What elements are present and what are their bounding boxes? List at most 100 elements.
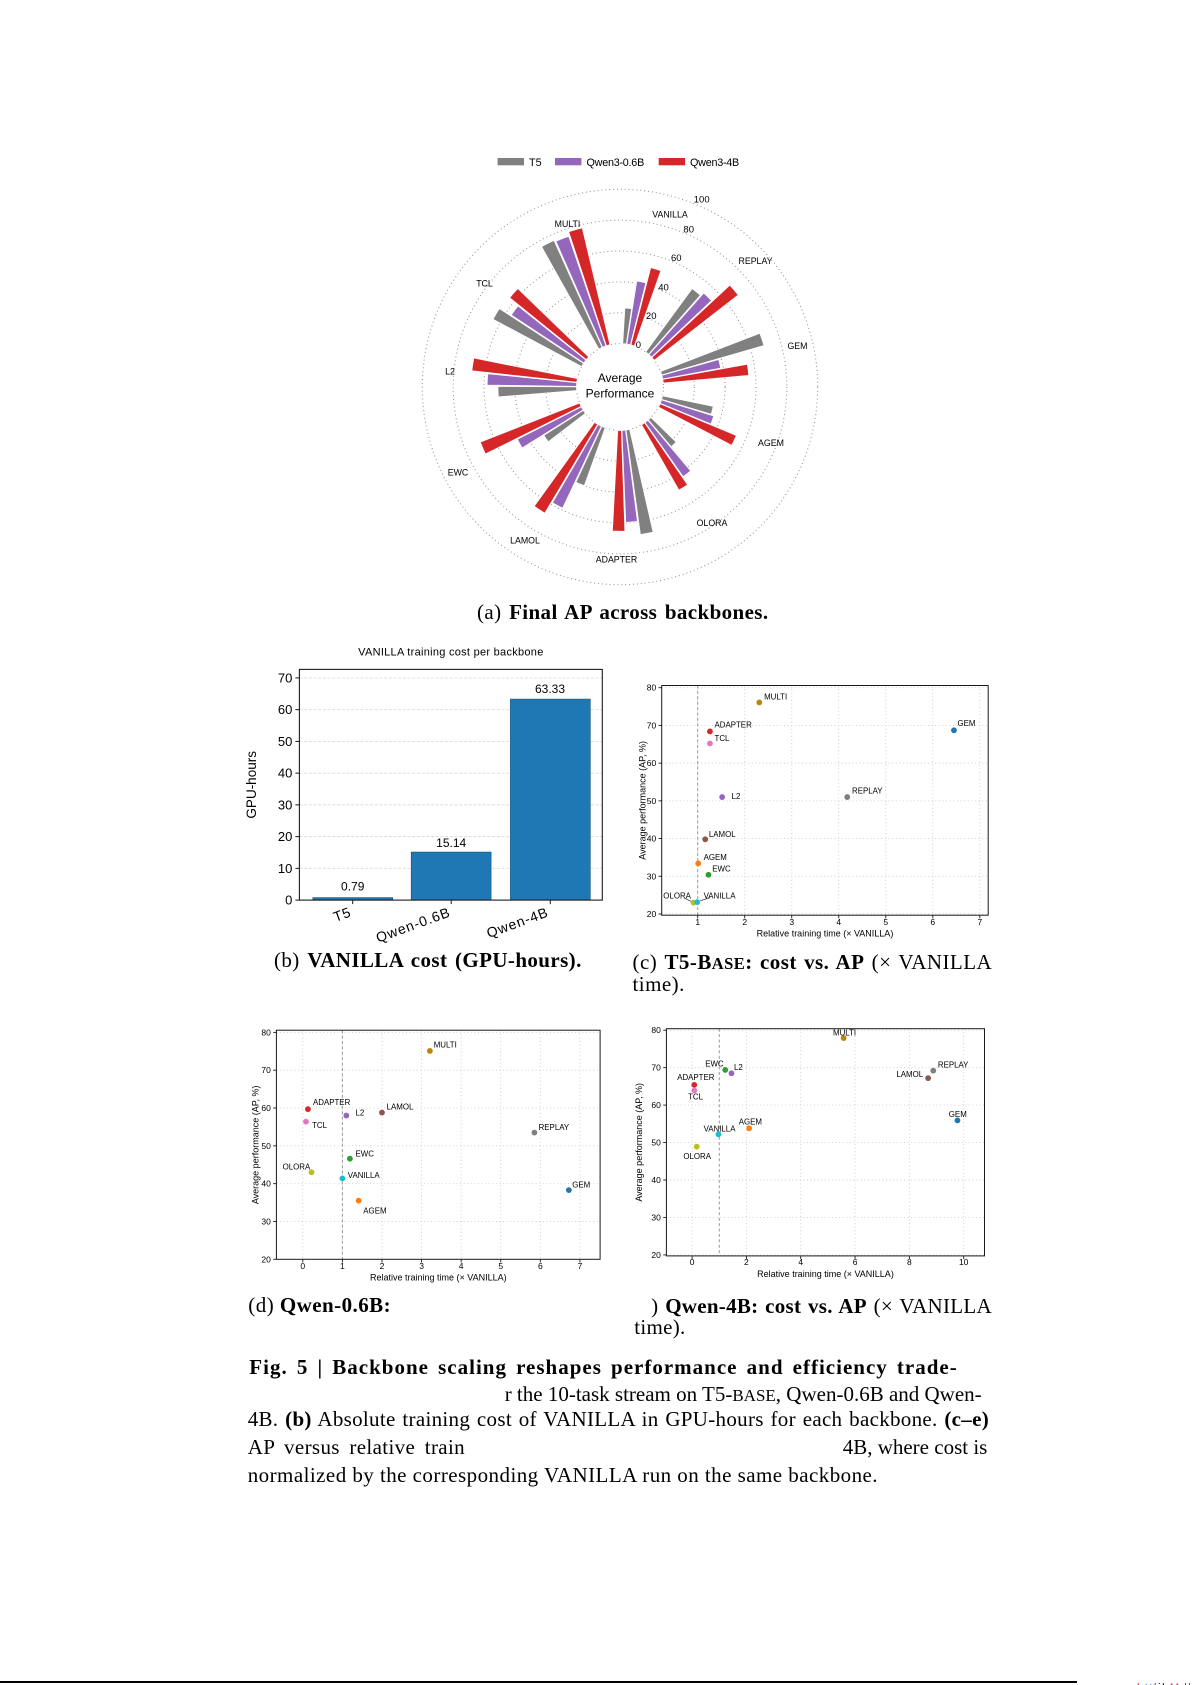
svg-text:70: 70 [647, 720, 657, 730]
svg-text:50: 50 [278, 734, 292, 749]
svg-text:Relative training time (× VANI: Relative training time (× VANILLA) [370, 1272, 507, 1282]
svg-text:0: 0 [285, 893, 292, 908]
svg-text:20: 20 [278, 829, 292, 844]
svg-text:40: 40 [651, 1175, 661, 1185]
svg-text:10: 10 [278, 861, 292, 876]
svg-text:ADAPTER: ADAPTER [313, 1098, 351, 1107]
svg-text:T5: T5 [529, 157, 542, 169]
svg-text:50: 50 [651, 1138, 661, 1148]
svg-text:AGEM: AGEM [704, 853, 727, 862]
svg-text:6: 6 [538, 1261, 543, 1271]
svg-text:REPLAY: REPLAY [738, 256, 772, 266]
svg-text:6: 6 [930, 917, 935, 927]
svg-text:VANILLA training cost per back: VANILLA training cost per backbone [358, 647, 543, 659]
svg-text:AGEM: AGEM [739, 1118, 762, 1127]
svg-text:5: 5 [498, 1261, 503, 1271]
svg-text:80: 80 [683, 225, 694, 236]
svg-text:GEM: GEM [949, 1110, 967, 1119]
svg-text:40: 40 [261, 1179, 271, 1189]
svg-text:AGEM: AGEM [758, 438, 784, 448]
svg-text:4: 4 [459, 1261, 464, 1271]
svg-text:1: 1 [340, 1261, 345, 1271]
svg-text:Average performance (AP, %): Average performance (AP, %) [634, 1083, 644, 1202]
svg-text:Qwen-0.6B: Qwen-0.6B [374, 904, 453, 946]
svg-text:0: 0 [300, 1261, 305, 1271]
svg-text:Qwen3-4B: Qwen3-4B [690, 157, 739, 169]
svg-text:70: 70 [261, 1065, 271, 1075]
svg-text:EWC: EWC [448, 468, 469, 478]
svg-text:L2: L2 [732, 792, 741, 801]
svg-text:AGEM: AGEM [363, 1206, 386, 1215]
svg-text:VANILLA: VANILLA [704, 891, 737, 900]
svg-text:EWC: EWC [712, 865, 731, 874]
svg-text:50: 50 [261, 1141, 271, 1151]
svg-text:3: 3 [419, 1261, 424, 1271]
svg-text:Relative training time (× VANI: Relative training time (× VANILLA) [757, 928, 894, 938]
svg-text:30: 30 [647, 871, 657, 881]
svg-text:EWC: EWC [705, 1060, 724, 1069]
svg-text:Performance: Performance [586, 387, 655, 401]
svg-text:30: 30 [651, 1212, 661, 1222]
svg-text:Qwen3-0.6B: Qwen3-0.6B [587, 157, 645, 169]
svg-text:TCL: TCL [476, 279, 493, 289]
svg-text:Relative training time (× VANI: Relative training time (× VANILLA) [757, 1269, 894, 1279]
svg-text:TCL: TCL [312, 1121, 328, 1130]
svg-text:20: 20 [651, 1250, 661, 1260]
svg-text:7: 7 [578, 1261, 583, 1271]
svg-text:L2: L2 [356, 1109, 365, 1118]
svg-text:GPU-hours: GPU-hours [244, 751, 259, 819]
svg-text:L2: L2 [734, 1063, 743, 1072]
svg-text:3: 3 [789, 917, 794, 927]
svg-text:10: 10 [959, 1257, 969, 1267]
svg-text:20: 20 [646, 311, 657, 322]
svg-text:0: 0 [636, 340, 641, 351]
svg-text:VANILLA: VANILLA [704, 1125, 737, 1134]
svg-text:TCL: TCL [688, 1093, 704, 1102]
svg-text:30: 30 [278, 797, 292, 812]
svg-text:GEM: GEM [572, 1180, 590, 1189]
svg-text:2: 2 [380, 1261, 385, 1271]
svg-text:40: 40 [647, 834, 657, 844]
svg-text:100: 100 [694, 195, 710, 206]
svg-text:VANILLA: VANILLA [348, 1171, 381, 1180]
svg-text:20: 20 [261, 1254, 271, 1264]
svg-text:GEM: GEM [787, 341, 807, 351]
svg-text:8: 8 [907, 1257, 912, 1267]
svg-text:REPLAY: REPLAY [852, 787, 883, 796]
svg-text:LAMOL: LAMOL [387, 1103, 414, 1112]
svg-text:70: 70 [278, 670, 292, 685]
svg-text:OLORA: OLORA [683, 1152, 711, 1161]
svg-text:REPLAY: REPLAY [938, 1061, 969, 1070]
svg-text:1: 1 [695, 917, 700, 927]
svg-text:L2: L2 [445, 367, 455, 377]
svg-text:4: 4 [836, 917, 841, 927]
svg-text:60: 60 [671, 253, 682, 264]
svg-text:0: 0 [690, 1257, 695, 1267]
svg-text:30: 30 [261, 1216, 271, 1226]
svg-text:MULTI: MULTI [764, 693, 787, 702]
svg-text:6: 6 [853, 1257, 858, 1267]
svg-text:4: 4 [798, 1257, 803, 1267]
svg-text:60: 60 [261, 1103, 271, 1113]
svg-text:70: 70 [651, 1063, 661, 1073]
svg-text:15.14: 15.14 [436, 836, 466, 850]
svg-text:40: 40 [278, 766, 292, 781]
svg-text:2: 2 [742, 917, 747, 927]
svg-text:MULTI: MULTI [434, 1041, 457, 1050]
svg-text:OLORA: OLORA [283, 1163, 311, 1172]
svg-text:60: 60 [278, 702, 292, 717]
svg-text:63.33: 63.33 [535, 682, 565, 696]
svg-text:T5: T5 [331, 904, 353, 925]
svg-text:OLORA: OLORA [663, 891, 691, 900]
svg-text:Average: Average [598, 371, 643, 385]
svg-text:20: 20 [647, 909, 657, 919]
svg-text:OLORA: OLORA [697, 518, 728, 528]
svg-text:Average performance (AP, %): Average performance (AP, %) [251, 1085, 261, 1204]
svg-text:60: 60 [647, 758, 657, 768]
svg-text:80: 80 [651, 1025, 661, 1035]
svg-text:ADAPTER: ADAPTER [596, 555, 638, 565]
svg-text:80: 80 [647, 683, 657, 693]
svg-text:LAMOL: LAMOL [510, 536, 540, 546]
svg-text:MULTI: MULTI [833, 1029, 856, 1038]
svg-text:GEM: GEM [958, 719, 976, 728]
